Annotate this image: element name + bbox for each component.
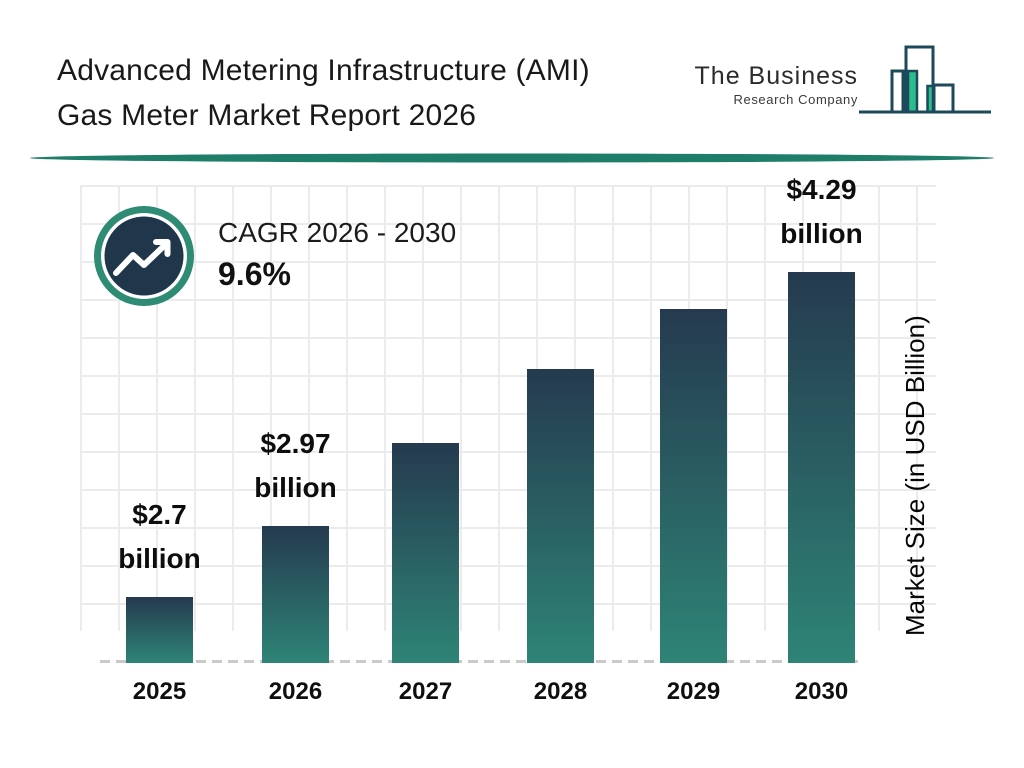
cagr-value: 9.6% bbox=[218, 256, 291, 292]
x-tick-label-2029: 2029 bbox=[666, 678, 721, 705]
bar-2028 bbox=[527, 369, 594, 663]
bar-value-label-2026: $2.97 billion bbox=[254, 428, 337, 503]
y-axis-title: Market Size (in USD Billion) bbox=[900, 315, 930, 636]
bar-value-label-2025: $2.7 billion bbox=[118, 499, 201, 574]
logo-company-name: The Business bbox=[694, 62, 858, 90]
title-line-2: Gas Meter Market Report 2026 bbox=[57, 99, 477, 132]
logo-bar-chart-icon bbox=[859, 45, 991, 114]
bar-2030 bbox=[788, 272, 855, 663]
divider-line bbox=[30, 153, 994, 163]
cagr-badge: CAGR 2026 - 2030 9.6% bbox=[92, 204, 456, 308]
x-tick-label-2030: 2030 bbox=[794, 678, 849, 705]
cagr-text: CAGR 2026 - 2030 9.6% bbox=[218, 213, 456, 299]
x-tick-label-2026: 2026 bbox=[268, 678, 323, 705]
logo-company-subname: Research Company bbox=[733, 92, 858, 107]
page-title: Advanced Metering Infrastructure (AMI) G… bbox=[57, 48, 590, 138]
bar-2029 bbox=[660, 309, 727, 663]
logo-text: The Business Research Company bbox=[695, 62, 858, 107]
x-tick-label-2027: 2027 bbox=[398, 678, 453, 705]
x-tick-label-2025: 2025 bbox=[132, 678, 187, 705]
x-axis-baseline bbox=[100, 660, 858, 663]
cagr-range-label: CAGR 2026 - 2030 bbox=[218, 217, 457, 248]
title-line-1: Advanced Metering Infrastructure (AMI) bbox=[57, 54, 590, 87]
bar-value-label-2030: $4.29 billion bbox=[780, 174, 863, 249]
company-logo: The Business Research Company bbox=[690, 38, 991, 128]
bar-2026 bbox=[262, 526, 329, 663]
bar-2027 bbox=[392, 443, 459, 663]
bar-2025 bbox=[126, 597, 193, 663]
trending-up-icon bbox=[94, 206, 194, 306]
x-tick-label-2028: 2028 bbox=[533, 678, 588, 705]
